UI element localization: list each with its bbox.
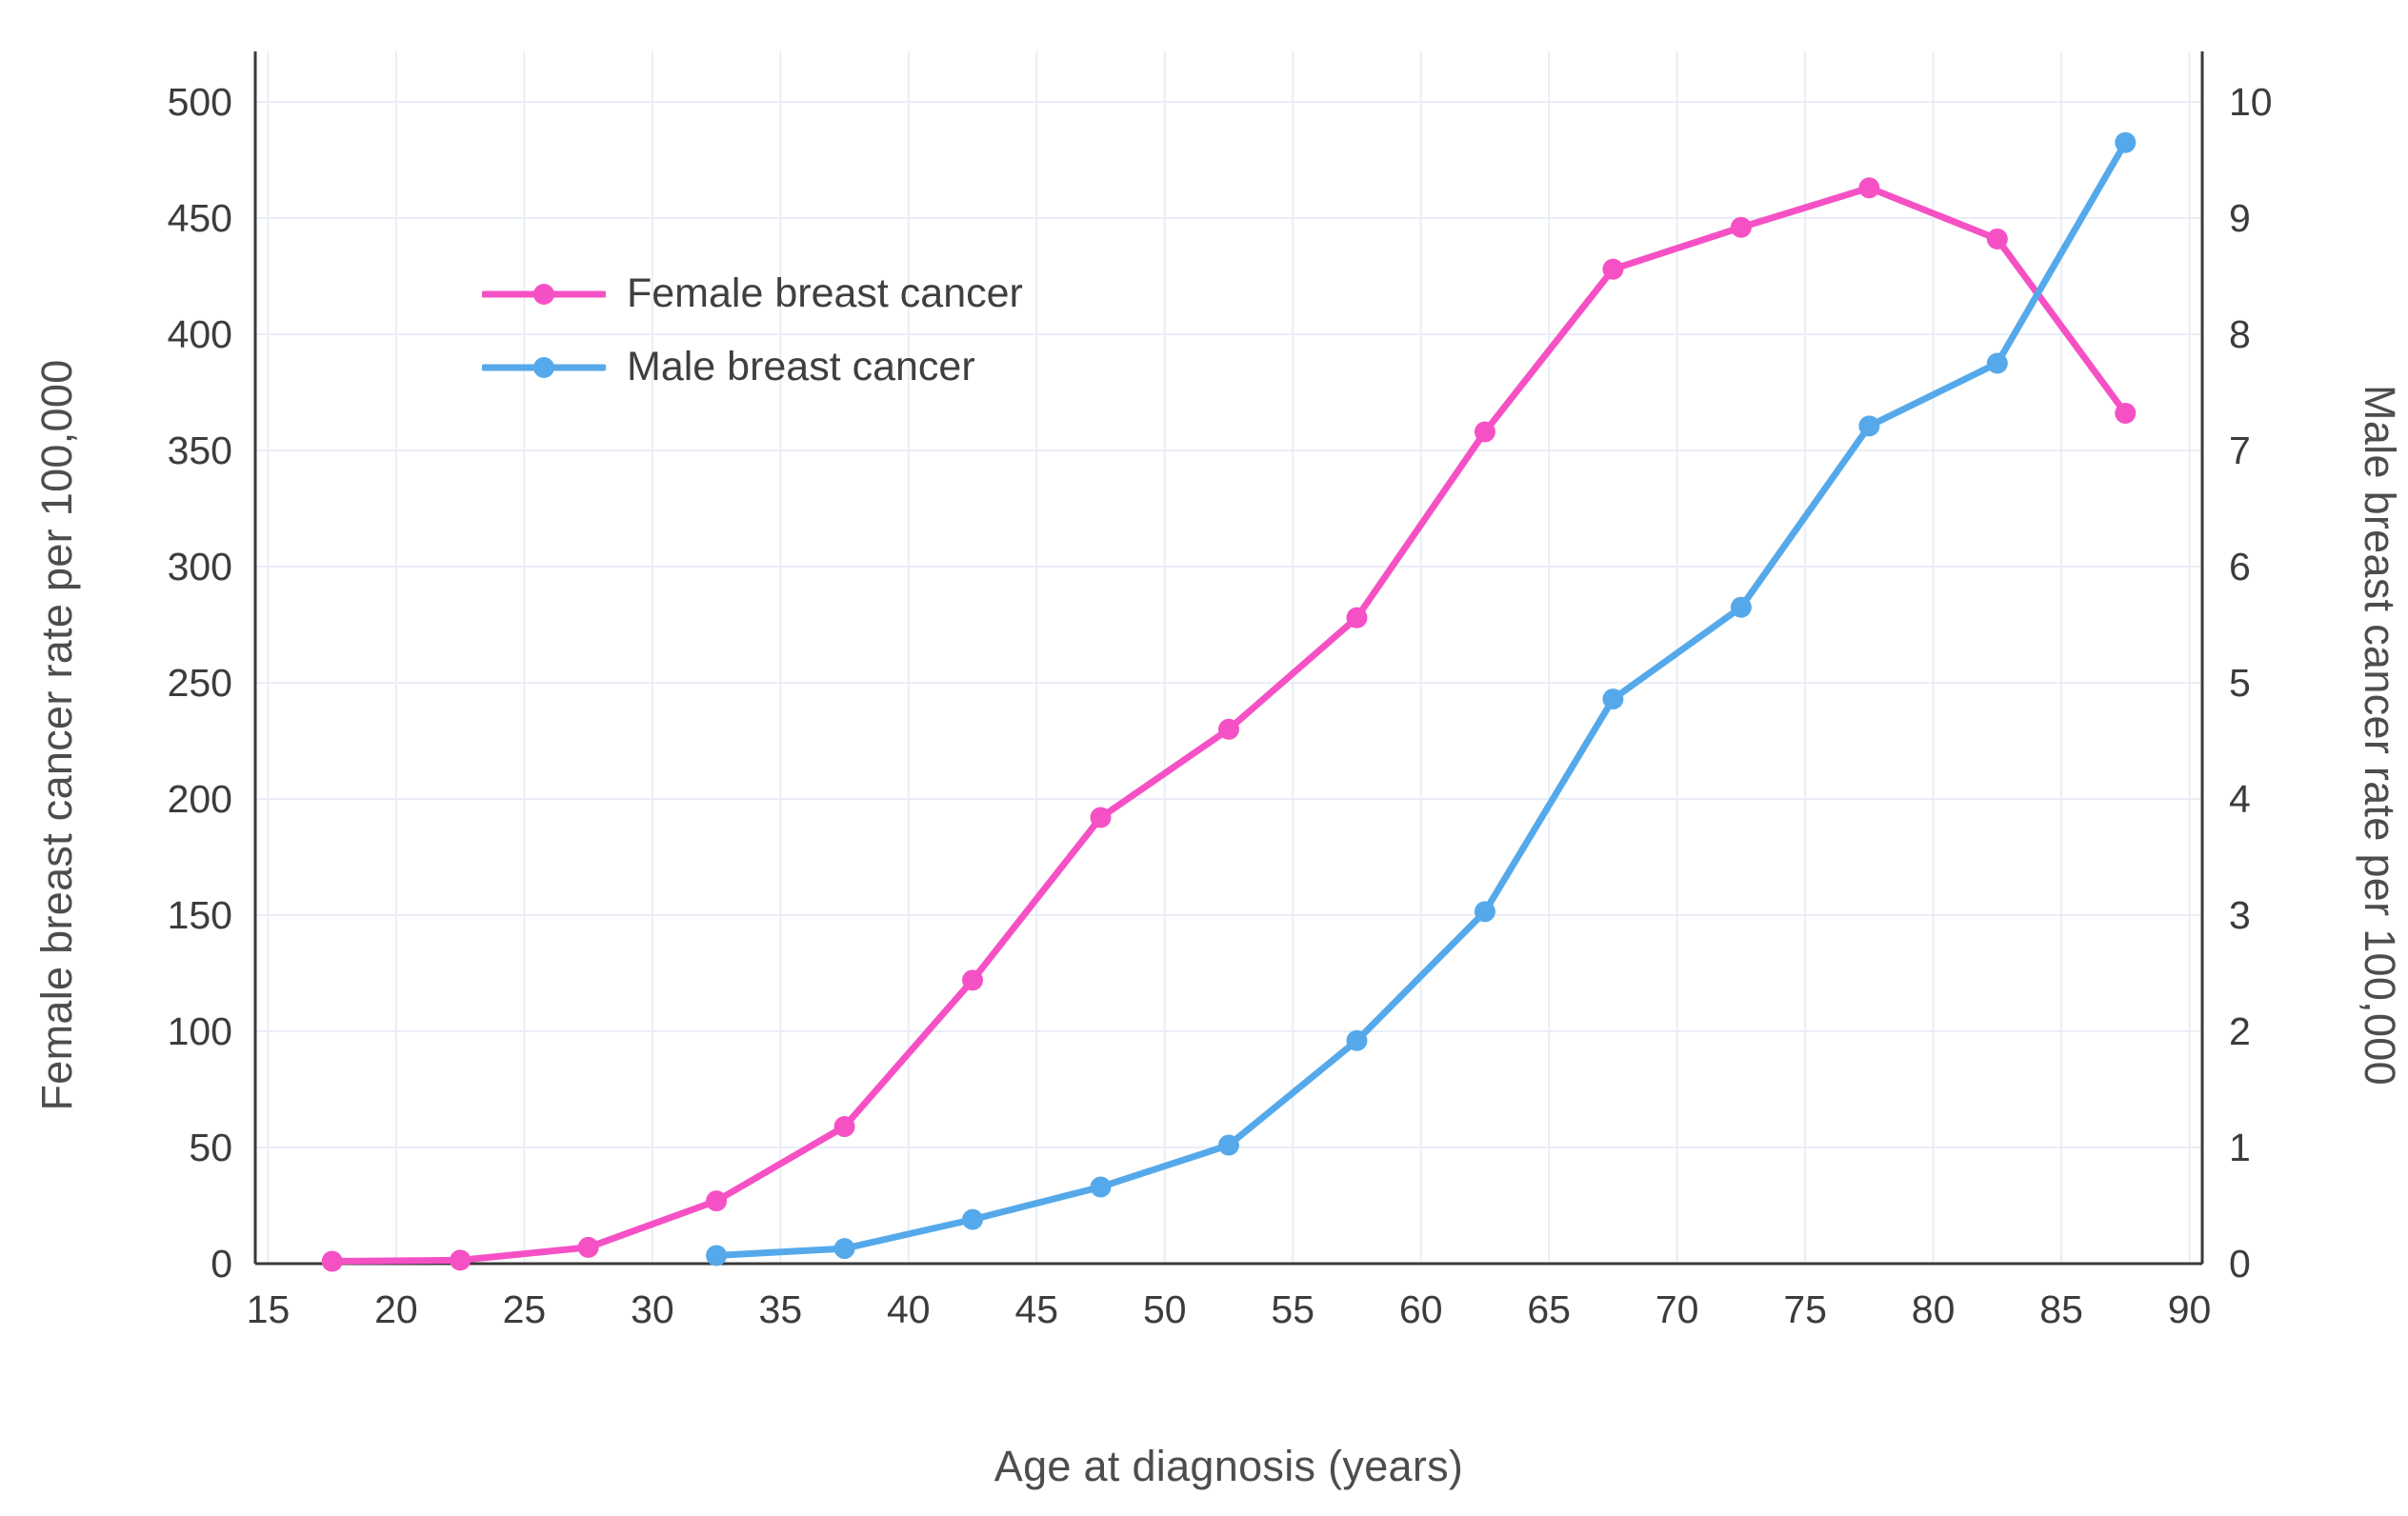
left-y-tick-label: 350 bbox=[168, 429, 232, 472]
right-y-tick-label: 8 bbox=[2229, 312, 2251, 356]
series-marker-1 bbox=[706, 1245, 728, 1267]
series-marker-1 bbox=[962, 1208, 984, 1230]
series-marker-0 bbox=[577, 1236, 599, 1258]
series-marker-1 bbox=[1218, 1134, 1239, 1156]
series-marker-0 bbox=[1346, 607, 1368, 628]
legend-label-male: Male breast cancer bbox=[627, 344, 975, 389]
x-tick-label: 35 bbox=[759, 1287, 803, 1331]
right-y-tick-label: 2 bbox=[2229, 1009, 2251, 1053]
series-marker-0 bbox=[2115, 402, 2137, 424]
series-marker-1 bbox=[2115, 131, 2137, 153]
series-marker-0 bbox=[1474, 421, 1495, 443]
right-y-tick-label: 9 bbox=[2229, 196, 2251, 240]
legend-line-male-icon bbox=[482, 356, 606, 378]
series-marker-0 bbox=[1730, 216, 1752, 238]
legend-item-female: Female breast cancer bbox=[482, 270, 1023, 317]
legend-line-female-icon bbox=[482, 283, 606, 305]
x-tick-label: 65 bbox=[1527, 1287, 1571, 1331]
series-marker-0 bbox=[833, 1116, 855, 1138]
right-y-tick-label: 10 bbox=[2229, 80, 2273, 124]
legend-label-female: Female breast cancer bbox=[627, 270, 1023, 316]
series-marker-1 bbox=[1986, 352, 2008, 374]
right-y-axis-title: Male breast cancer rate per 100,000 bbox=[2356, 385, 2404, 1086]
series-marker-0 bbox=[962, 969, 984, 991]
series-marker-1 bbox=[1346, 1029, 1368, 1051]
x-tick-label: 60 bbox=[1399, 1287, 1443, 1331]
series-marker-0 bbox=[1858, 177, 1880, 199]
right-y-tick-label: 1 bbox=[2229, 1126, 2251, 1169]
right-y-tick-label: 0 bbox=[2229, 1242, 2251, 1286]
legend: Female breast cancer Male breast cancer bbox=[482, 270, 1023, 390]
series-marker-0 bbox=[1090, 807, 1112, 828]
series-marker-0 bbox=[1986, 228, 2008, 249]
series-marker-1 bbox=[1474, 901, 1495, 923]
series-marker-0 bbox=[1602, 258, 1624, 280]
left-y-tick-label: 300 bbox=[168, 545, 232, 588]
left-y-tick-label: 50 bbox=[189, 1126, 232, 1169]
series-line-1 bbox=[712, 139, 2129, 1259]
right-y-tick-label: 4 bbox=[2229, 777, 2251, 821]
series-marker-0 bbox=[1218, 718, 1239, 740]
x-tick-label: 55 bbox=[1271, 1287, 1314, 1331]
series-marker-0 bbox=[450, 1249, 472, 1271]
x-axis-title: Age at diagnosis (years) bbox=[993, 1442, 1464, 1490]
x-tick-label: 50 bbox=[1143, 1287, 1187, 1331]
right-y-tick-label: 7 bbox=[2229, 429, 2251, 472]
right-y-tick-label: 3 bbox=[2229, 893, 2251, 937]
left-y-tick-label: 500 bbox=[168, 80, 232, 124]
x-tick-label: 70 bbox=[1656, 1287, 1699, 1331]
series-marker-1 bbox=[833, 1238, 855, 1260]
left-y-tick-label: 450 bbox=[168, 196, 232, 240]
x-tick-label: 25 bbox=[503, 1287, 547, 1331]
x-tick-label: 85 bbox=[2039, 1287, 2083, 1331]
x-tick-label: 45 bbox=[1014, 1287, 1058, 1331]
x-tick-label: 40 bbox=[887, 1287, 931, 1331]
series-marker-1 bbox=[1858, 415, 1880, 437]
series-marker-1 bbox=[1602, 688, 1624, 710]
legend-item-male: Male breast cancer bbox=[482, 344, 1023, 390]
series-marker-1 bbox=[1730, 596, 1752, 618]
x-tick-label: 15 bbox=[247, 1287, 291, 1331]
left-y-axis-title: Female breast cancer rate per 100,000 bbox=[32, 359, 81, 1111]
left-y-tick-label: 0 bbox=[211, 1242, 232, 1286]
series-marker-0 bbox=[321, 1250, 343, 1272]
x-tick-label: 90 bbox=[2168, 1287, 2212, 1331]
series-marker-0 bbox=[706, 1190, 728, 1212]
x-tick-label: 30 bbox=[631, 1287, 674, 1331]
left-y-tick-label: 250 bbox=[168, 661, 232, 705]
left-y-tick-label: 200 bbox=[168, 777, 232, 821]
series-marker-1 bbox=[1090, 1176, 1112, 1198]
right-y-tick-label: 6 bbox=[2229, 545, 2251, 588]
x-tick-label: 80 bbox=[1912, 1287, 1956, 1331]
left-y-tick-label: 100 bbox=[168, 1009, 232, 1053]
x-tick-label: 20 bbox=[374, 1287, 418, 1331]
right-y-tick-label: 5 bbox=[2229, 661, 2251, 705]
left-y-tick-label: 150 bbox=[168, 893, 232, 937]
x-tick-label: 75 bbox=[1783, 1287, 1827, 1331]
left-y-tick-label: 400 bbox=[168, 312, 232, 356]
